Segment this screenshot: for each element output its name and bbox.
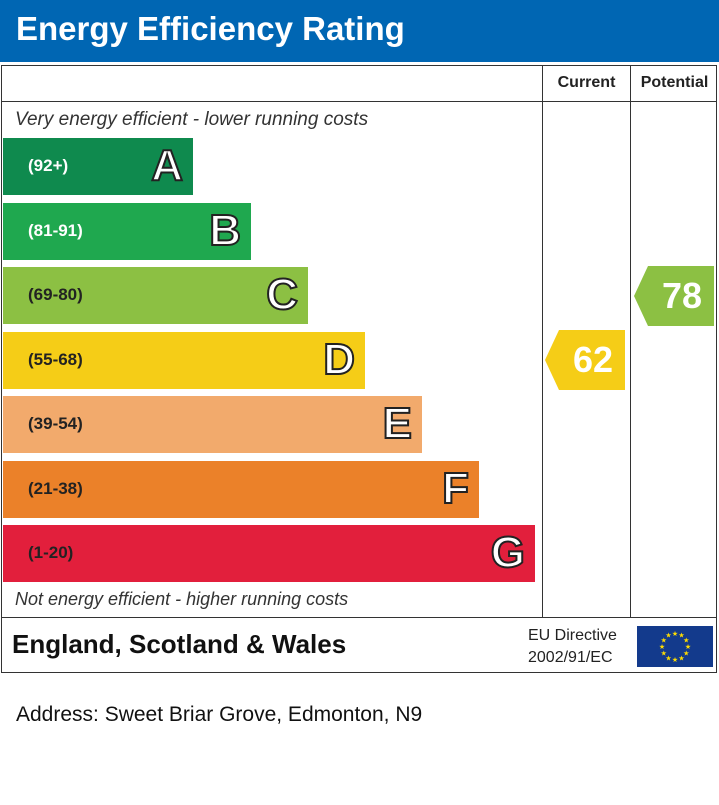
- band-range-label: (81-91): [28, 220, 83, 240]
- header-bar: Energy Efficiency Rating: [0, 0, 719, 62]
- flag-star-icon: ★: [683, 650, 689, 658]
- top-note: Very energy efficient - lower running co…: [15, 109, 369, 130]
- column-current-label: Current: [557, 74, 616, 91]
- band-b: (81-91) B: [3, 202, 251, 260]
- country-label: England, Scotland & Wales: [12, 629, 347, 659]
- directive-line2: 2002/91/EC: [528, 649, 613, 666]
- potential-rating-value: 78: [661, 274, 703, 316]
- flag-star-icon: ★: [665, 632, 671, 640]
- band-e: (39-54) E: [3, 396, 422, 453]
- band-range-label: (21-38): [28, 478, 83, 498]
- flag-star-icon: ★: [672, 656, 678, 664]
- band-g: (1-20) G: [3, 525, 535, 582]
- potential-rating-arrow: 78: [634, 265, 716, 326]
- directive-line1: EU Directive: [528, 627, 617, 644]
- flag-star-icon: ★: [672, 630, 678, 638]
- band-range-label: (1-20): [28, 543, 74, 562]
- band-d: (55-68) D: [3, 331, 365, 389]
- current-rating-value: 62: [572, 339, 614, 380]
- flag-star-icon: ★: [683, 637, 689, 645]
- flag-star-icon: ★: [678, 632, 684, 640]
- eu-flag-icon: ★ ★ ★ ★ ★ ★ ★ ★ ★ ★ ★ ★: [637, 626, 713, 667]
- divider-current: [542, 65, 543, 618]
- header-divider: [1, 101, 717, 102]
- footer-divider: [1, 617, 717, 618]
- band-letter: E: [382, 398, 413, 449]
- current-rating-arrow: 62: [545, 330, 627, 390]
- divider-potential: [630, 65, 631, 618]
- band-letter: A: [150, 140, 184, 191]
- band-letter: D: [322, 334, 356, 385]
- flag-star-icon: ★: [661, 650, 667, 658]
- flag-star-icon: ★: [661, 637, 667, 645]
- band-range-label: (55-68): [28, 349, 83, 369]
- band-letter: F: [441, 463, 470, 514]
- flag-star-icon: ★: [678, 654, 684, 662]
- rating-frame: [1, 65, 717, 673]
- flag-star-icon: ★: [659, 643, 665, 651]
- band-letter: C: [265, 269, 299, 320]
- band-c: (69-80) C: [3, 267, 308, 324]
- band-a: (92+) A: [3, 138, 193, 195]
- band-range-label: (92+): [28, 156, 69, 175]
- band-letter: B: [208, 205, 242, 256]
- bottom-note: Not energy efficient - higher running co…: [15, 589, 349, 609]
- address-text: Address: Sweet Briar Grove, Edmonton, N9: [16, 703, 423, 726]
- page-title: Energy Efficiency Rating: [16, 10, 405, 47]
- band-letter: G: [490, 527, 526, 578]
- flag-star-icon: ★: [685, 643, 691, 651]
- band-range-label: (39-54): [28, 414, 83, 433]
- band-f: (21-38) F: [3, 460, 479, 518]
- column-potential-label: Potential: [640, 74, 709, 91]
- band-range-label: (69-80): [28, 285, 83, 304]
- flag-star-icon: ★: [665, 654, 671, 662]
